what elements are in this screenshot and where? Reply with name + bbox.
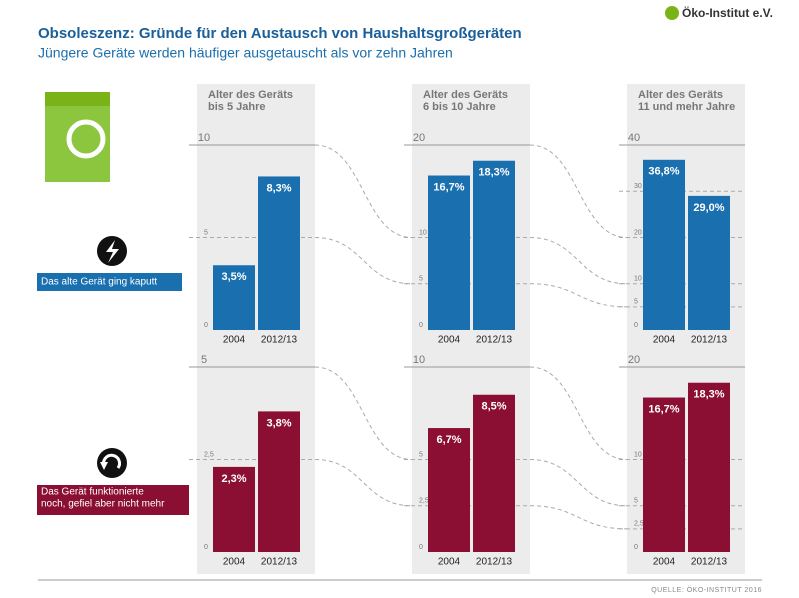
x-tick-label: 2012/13 <box>261 335 298 346</box>
y-tick-label: 10 <box>413 354 425 366</box>
y-tick-label: 5 <box>201 354 207 366</box>
bar <box>213 265 255 330</box>
row-label: noch, gefiel aber nicht mehr <box>41 499 165 510</box>
bar <box>688 382 730 552</box>
column-header: 6 bis 10 Jahre <box>423 101 496 113</box>
y-tick-label: 10 <box>634 451 642 458</box>
value-label: 18,3% <box>478 167 509 179</box>
connector <box>529 366 628 460</box>
bar <box>428 428 470 552</box>
bar <box>473 160 515 330</box>
logo-mark <box>665 6 679 20</box>
y-tick-label: 5 <box>204 229 208 236</box>
x-tick-label: 2012/13 <box>261 557 298 568</box>
y-tick-label: 20 <box>634 229 642 236</box>
column-header: 11 und mehr Jahre <box>638 101 735 113</box>
value-label: 3,5% <box>221 271 246 283</box>
washing-machine-icon <box>45 92 110 182</box>
value-label: 16,7% <box>433 181 464 193</box>
y-tick-label: 5 <box>634 498 638 505</box>
bar <box>688 195 730 330</box>
connector <box>314 366 413 460</box>
y-tick-label: 0 <box>634 544 638 551</box>
value-label: 8,3% <box>266 182 291 194</box>
connector <box>529 505 628 530</box>
value-label: 16,7% <box>648 403 679 415</box>
bar <box>213 466 255 552</box>
bar <box>643 159 685 330</box>
x-tick-label: 2004 <box>438 557 461 568</box>
value-label: 8,5% <box>481 401 506 413</box>
y-tick-label: 10 <box>419 229 427 236</box>
y-tick-label: 2,5 <box>634 521 644 528</box>
column-header: Alter des Geräts <box>208 89 293 101</box>
y-tick-label: 0 <box>634 322 638 329</box>
row-label-box <box>37 273 182 291</box>
column-header: Alter des Geräts <box>423 89 508 101</box>
x-tick-label: 2004 <box>223 335 246 346</box>
value-label: 36,8% <box>648 166 679 178</box>
y-tick-label: 20 <box>413 132 425 144</box>
connector <box>529 459 628 507</box>
connector <box>314 144 413 238</box>
column-header: Alter des Geräts <box>638 89 723 101</box>
x-tick-label: 2004 <box>223 557 246 568</box>
connector <box>529 144 628 238</box>
y-tick-label: 5 <box>634 299 638 306</box>
logo: Öko-Institut e.V. <box>682 5 773 20</box>
column-header: bis 5 Jahre <box>208 101 265 113</box>
bar <box>428 175 470 330</box>
x-tick-label: 2012/13 <box>476 557 513 568</box>
bar <box>258 411 300 552</box>
row-label-box <box>37 485 189 515</box>
bar <box>473 394 515 552</box>
y-tick-label: 0 <box>419 322 423 329</box>
connector <box>529 237 628 285</box>
value-label: 6,7% <box>436 434 461 446</box>
x-tick-label: 2004 <box>653 557 676 568</box>
y-tick-label: 0 <box>204 544 208 551</box>
value-label: 3,8% <box>266 417 291 429</box>
replace-icon <box>97 448 127 478</box>
y-tick-label: 5 <box>419 451 423 458</box>
x-tick-label: 2004 <box>653 335 676 346</box>
value-label: 2,3% <box>221 473 246 485</box>
y-tick-label: 0 <box>204 322 208 329</box>
y-tick-label: 10 <box>634 276 642 283</box>
connector <box>314 237 413 285</box>
value-label: 18,3% <box>693 389 724 401</box>
y-tick-label: 40 <box>628 132 640 144</box>
x-tick-label: 2004 <box>438 335 461 346</box>
y-tick-label: 5 <box>419 276 423 283</box>
value-label: 29,0% <box>693 202 724 214</box>
source: QUELLE: ÖKO-INSTITUT 2016 <box>651 586 762 594</box>
subtitle: Jüngere Geräte werden häufiger ausgetaus… <box>38 45 453 61</box>
x-tick-label: 2012/13 <box>691 557 728 568</box>
title: Obsoleszenz: Gründe für den Austausch vo… <box>38 25 522 42</box>
connector <box>314 459 413 507</box>
broken-icon <box>97 236 127 266</box>
x-tick-label: 2012/13 <box>476 335 513 346</box>
connector <box>529 283 628 308</box>
row-label: Das Gerät funktionierte <box>41 487 144 498</box>
y-tick-label: 30 <box>634 183 642 190</box>
y-tick-label: 2,5 <box>204 451 214 458</box>
bar <box>258 176 300 330</box>
x-tick-label: 2012/13 <box>691 335 728 346</box>
bar <box>643 397 685 552</box>
y-tick-label: 0 <box>419 544 423 551</box>
y-tick-label: 2,5 <box>419 498 429 505</box>
y-tick-label: 20 <box>628 354 640 366</box>
row-label: Das alte Gerät ging kaputt <box>41 277 157 288</box>
y-tick-label: 10 <box>198 132 210 144</box>
